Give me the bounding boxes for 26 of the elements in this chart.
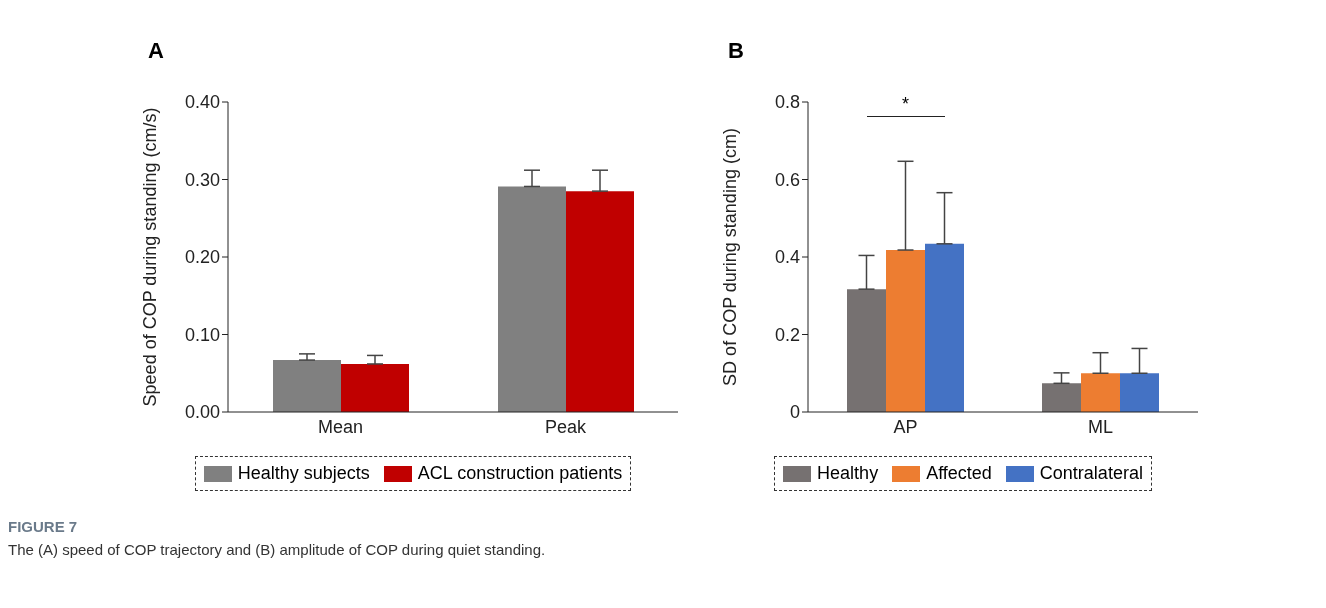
legend-label: ACL construction patients (417, 463, 623, 484)
y-tick-label: 0.40 (184, 92, 220, 113)
legend-label: Healthy (817, 463, 879, 484)
y-tick-label: 0.20 (184, 247, 220, 268)
y-axis-title: SD of COP during standing (cm) (720, 128, 741, 386)
y-tick-label: 0 (789, 402, 800, 423)
y-tick-label: 0.4 (774, 247, 800, 268)
text: The (A) speed of COP trajectory and (B) amplitude of COP during quiet standing. (8, 541, 547, 558)
chart-title: B (727, 38, 745, 65)
y-tick-label: 0.2 (774, 324, 800, 345)
y-tick-label: 0.10 (184, 324, 220, 345)
legend-label: Contralateral (1039, 463, 1143, 484)
y-axis-title: Speed of COP during standing (cm/s) (140, 107, 161, 407)
x-tick-label: AP (893, 416, 918, 437)
legend-label: Healthy subjects (237, 463, 370, 484)
x-tick-label: Peak (544, 416, 588, 437)
y-tick-label: 0.30 (184, 169, 220, 190)
y-tick-label: 0.8 (774, 92, 800, 113)
x-tick-label: ML (1087, 416, 1114, 437)
y-tick-label: 0.00 (184, 402, 220, 423)
x-tick-label: Mean (317, 416, 364, 437)
y-tick-label: 0.6 (774, 169, 800, 190)
legend-label: Affected (926, 463, 992, 484)
caption: FIGURE 7 (8, 518, 79, 535)
annotation: * (901, 94, 910, 115)
chart-title: A (147, 38, 165, 65)
